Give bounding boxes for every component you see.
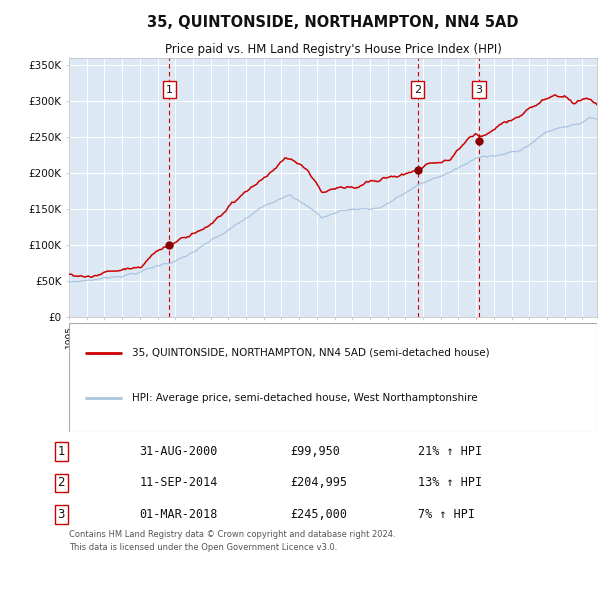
Text: 2: 2 bbox=[58, 477, 65, 490]
Text: 1: 1 bbox=[58, 445, 65, 458]
Text: This data is licensed under the Open Government Licence v3.0.: This data is licensed under the Open Gov… bbox=[69, 543, 337, 552]
Text: 35, QUINTONSIDE, NORTHAMPTON, NN4 5AD (semi-detached house): 35, QUINTONSIDE, NORTHAMPTON, NN4 5AD (s… bbox=[133, 348, 490, 358]
Text: 35, QUINTONSIDE, NORTHAMPTON, NN4 5AD: 35, QUINTONSIDE, NORTHAMPTON, NN4 5AD bbox=[147, 15, 519, 30]
Text: 3: 3 bbox=[58, 507, 65, 520]
Text: HPI: Average price, semi-detached house, West Northamptonshire: HPI: Average price, semi-detached house,… bbox=[133, 392, 478, 402]
Text: 31-AUG-2000: 31-AUG-2000 bbox=[139, 445, 218, 458]
Text: 01-MAR-2018: 01-MAR-2018 bbox=[139, 507, 218, 520]
Text: Price paid vs. HM Land Registry's House Price Index (HPI): Price paid vs. HM Land Registry's House … bbox=[164, 43, 502, 56]
Text: Contains HM Land Registry data © Crown copyright and database right 2024.: Contains HM Land Registry data © Crown c… bbox=[69, 530, 395, 539]
Text: 2: 2 bbox=[414, 84, 421, 94]
Text: 13% ↑ HPI: 13% ↑ HPI bbox=[418, 477, 482, 490]
Text: 7% ↑ HPI: 7% ↑ HPI bbox=[418, 507, 475, 520]
Text: £204,995: £204,995 bbox=[290, 477, 347, 490]
Text: 3: 3 bbox=[476, 84, 482, 94]
Text: 11-SEP-2014: 11-SEP-2014 bbox=[139, 477, 218, 490]
Text: 21% ↑ HPI: 21% ↑ HPI bbox=[418, 445, 482, 458]
Text: 1: 1 bbox=[166, 84, 173, 94]
Text: £245,000: £245,000 bbox=[290, 507, 347, 520]
Text: £99,950: £99,950 bbox=[290, 445, 340, 458]
